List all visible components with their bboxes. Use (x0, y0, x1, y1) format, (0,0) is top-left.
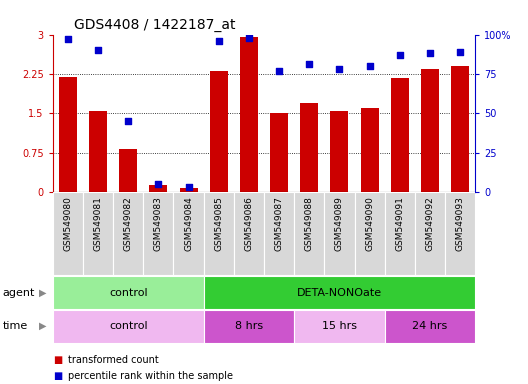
Bar (391, 78, 409, 192)
Bar (270, 113, 288, 192)
Text: GSM549081: GSM549081 (93, 196, 102, 251)
Bar (59, 76, 77, 192)
Text: agent: agent (3, 288, 35, 298)
Text: ■: ■ (53, 355, 62, 365)
Point (456, 49, 464, 55)
Point (305, 61, 314, 68)
Bar (264, 192, 294, 275)
Text: ▶: ▶ (39, 321, 46, 331)
Text: control: control (109, 288, 147, 298)
Text: GSM549084: GSM549084 (184, 196, 193, 251)
Bar (331, 111, 348, 192)
Text: GSM549092: GSM549092 (426, 196, 435, 251)
Bar (204, 276, 475, 309)
Text: GSM549085: GSM549085 (214, 196, 223, 251)
Bar (113, 192, 143, 275)
Text: 24 hrs: 24 hrs (412, 321, 448, 331)
Bar (415, 192, 445, 275)
Bar (53, 192, 83, 275)
Bar (149, 185, 167, 192)
Point (64, 36, 72, 42)
Bar (204, 192, 234, 275)
Bar (234, 192, 264, 275)
Bar (385, 192, 415, 275)
Bar (421, 69, 439, 192)
Point (94, 47, 102, 53)
Bar (294, 310, 385, 343)
Text: ■: ■ (53, 371, 62, 381)
Text: percentile rank within the sample: percentile rank within the sample (68, 371, 232, 381)
Point (124, 118, 133, 124)
Text: 8 hrs: 8 hrs (235, 321, 263, 331)
Text: GSM549088: GSM549088 (305, 196, 314, 251)
Point (275, 68, 284, 74)
Text: time: time (3, 321, 28, 331)
Bar (83, 192, 113, 275)
Bar (324, 192, 354, 275)
Point (395, 52, 404, 58)
Point (244, 35, 253, 41)
Text: ▶: ▶ (39, 288, 46, 298)
Bar (451, 66, 469, 192)
Text: GSM549090: GSM549090 (365, 196, 374, 251)
Bar (294, 192, 324, 275)
Text: transformed count: transformed count (68, 355, 158, 365)
Text: GDS4408 / 1422187_at: GDS4408 / 1422187_at (74, 18, 235, 32)
Text: GSM549091: GSM549091 (395, 196, 404, 251)
Bar (361, 108, 379, 192)
Bar (240, 37, 258, 192)
Point (214, 38, 223, 44)
Point (335, 66, 344, 72)
Bar (119, 149, 137, 192)
Text: GSM549083: GSM549083 (154, 196, 163, 251)
Bar (174, 192, 204, 275)
Text: GSM549087: GSM549087 (275, 196, 284, 251)
Bar (385, 310, 475, 343)
Text: DETA-NONOate: DETA-NONOate (297, 288, 382, 298)
Bar (354, 192, 385, 275)
Bar (210, 71, 228, 192)
Bar (143, 192, 174, 275)
Text: GSM549089: GSM549089 (335, 196, 344, 251)
Text: GSM549086: GSM549086 (244, 196, 253, 251)
Bar (204, 310, 294, 343)
Bar (300, 103, 318, 192)
Bar (180, 188, 197, 192)
Text: GSM549080: GSM549080 (63, 196, 72, 251)
Text: control: control (109, 321, 147, 331)
Bar (53, 310, 204, 343)
Point (154, 181, 163, 187)
Bar (53, 276, 204, 309)
Text: GSM549093: GSM549093 (456, 196, 465, 251)
Point (426, 50, 434, 56)
Point (365, 63, 374, 69)
Point (184, 184, 193, 190)
Bar (445, 192, 475, 275)
Text: 15 hrs: 15 hrs (322, 321, 357, 331)
Text: GSM549082: GSM549082 (124, 196, 133, 251)
Bar (89, 111, 107, 192)
